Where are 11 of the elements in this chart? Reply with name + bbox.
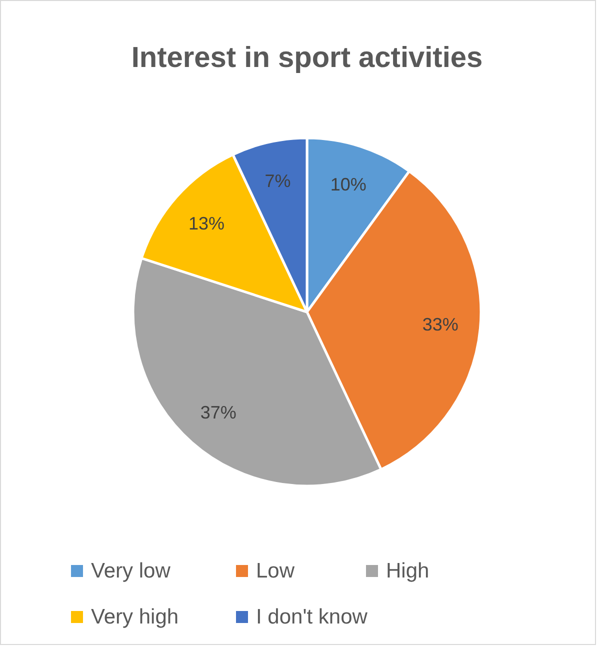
legend-label: I don't know — [256, 606, 368, 628]
data-label: 37% — [200, 402, 236, 422]
legend-label: Low — [256, 560, 296, 582]
chart-title: Interest in sport activities — [131, 42, 483, 74]
data-label: 10% — [330, 174, 366, 195]
data-label: 33% — [422, 314, 458, 335]
legend-label: High — [386, 560, 430, 582]
legend-label: Very low — [91, 560, 172, 582]
legend-label: Very high — [91, 606, 179, 628]
data-label: 7% — [264, 171, 291, 192]
data-label: 13% — [188, 213, 225, 234]
